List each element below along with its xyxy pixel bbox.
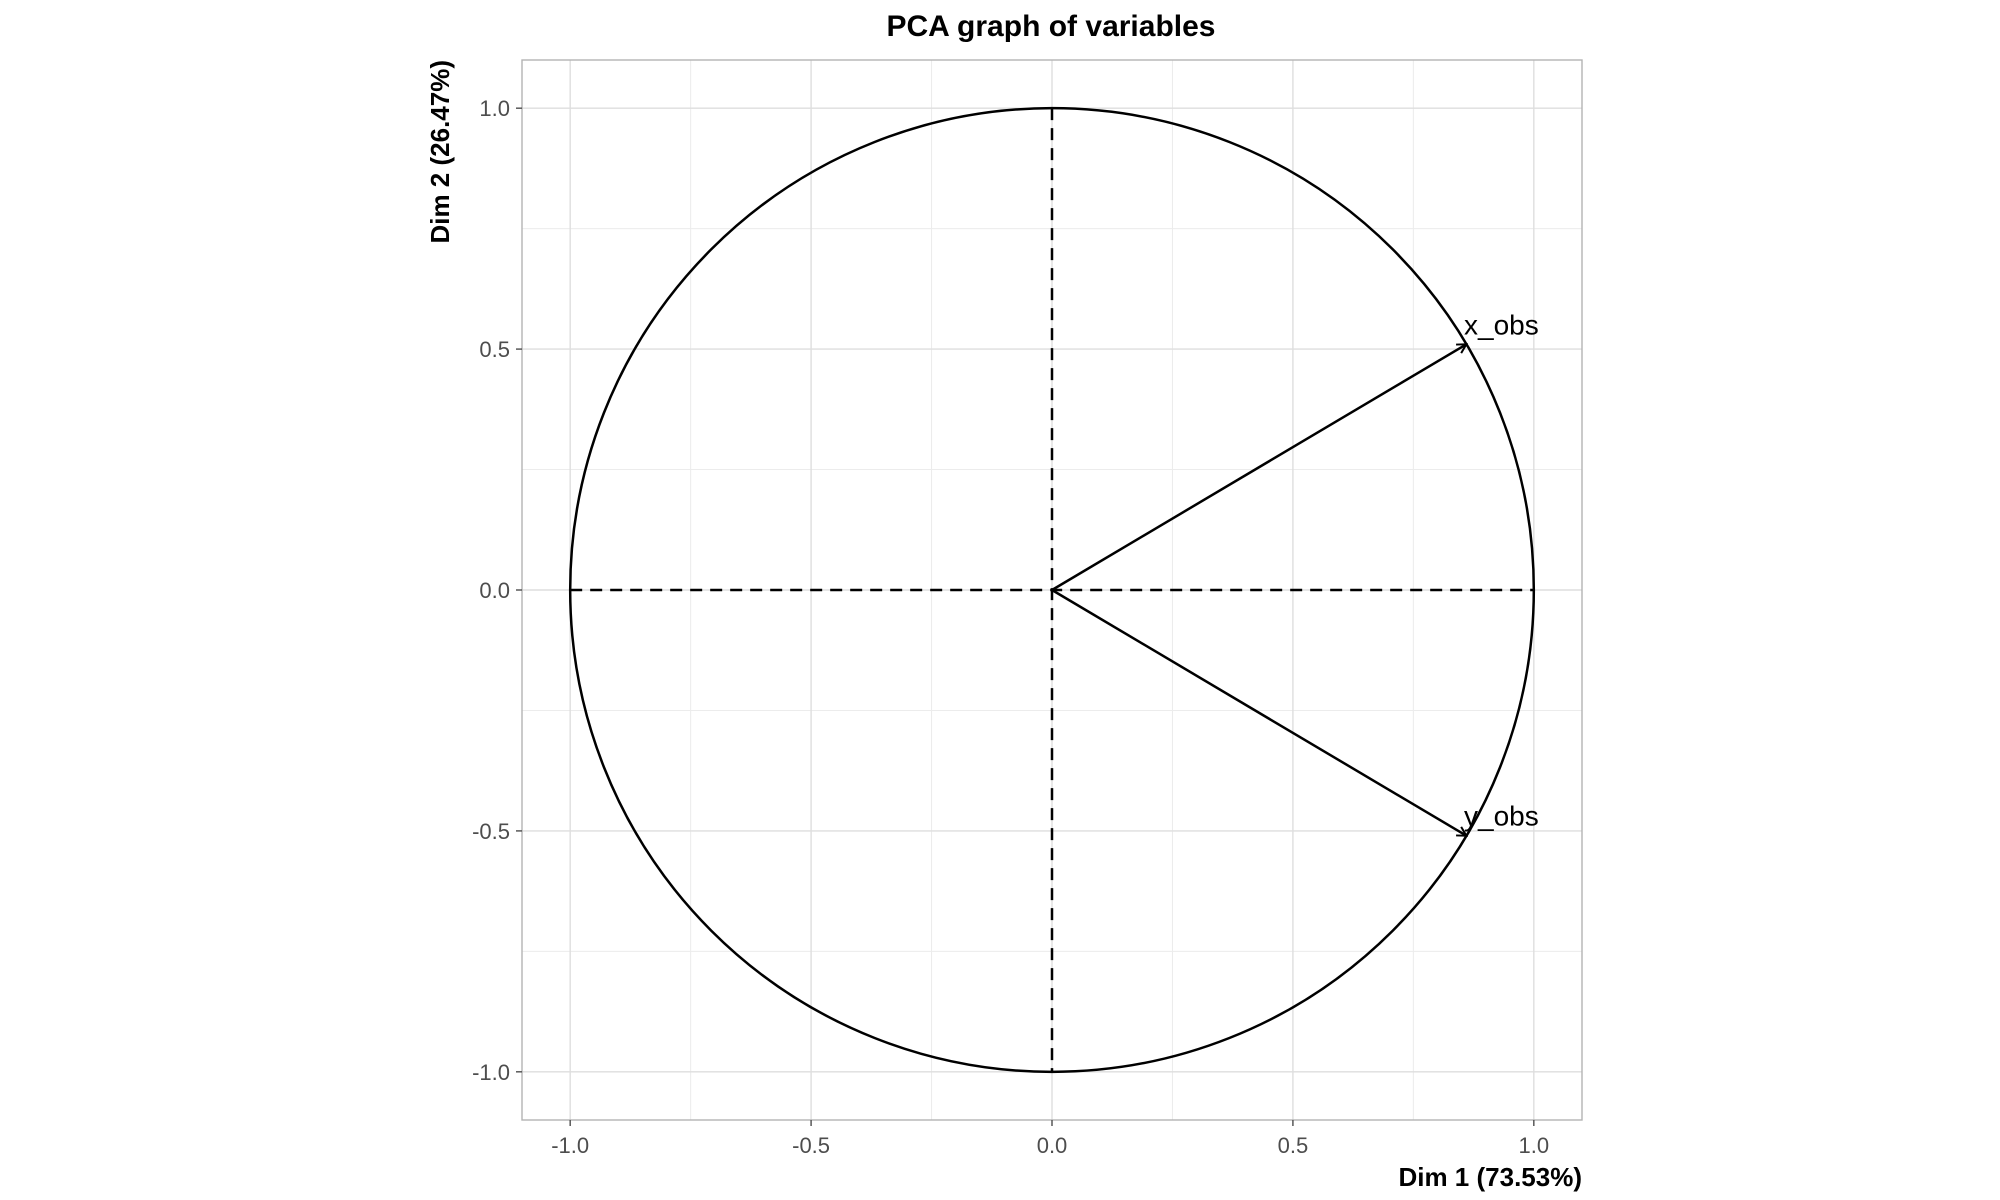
y-tick-label: -1.0 — [472, 1060, 510, 1085]
vector-label-x_obs: x_obs — [1464, 309, 1539, 340]
y-tick-label: 0.5 — [479, 337, 510, 362]
axis-ticks: -1.0 -0.5 0.0 0.5 1.0 -1.0 -0.5 0.0 0.5 1.0 — [472, 96, 1549, 1158]
y-tick-label: -0.5 — [472, 819, 510, 844]
vector-arrow-x_obs — [1051, 343, 1466, 592]
x-tick-label: 0.5 — [1278, 1133, 1309, 1158]
y-tick-label: 0.0 — [479, 578, 510, 603]
y-tick-label: 1.0 — [479, 96, 510, 121]
variable-vectors: x_obs y_obs — [1051, 309, 1539, 837]
vector-label-y_obs: y_obs — [1464, 801, 1539, 832]
x-tick-label: -0.5 — [792, 1133, 830, 1158]
y-axis-title: Dim 2 (26.47%) — [425, 60, 455, 244]
x-tick-label: -1.0 — [551, 1133, 589, 1158]
vector-arrow-y_obs — [1051, 588, 1466, 837]
x-axis-title: Dim 1 (73.53%) — [1398, 1162, 1582, 1192]
x-tick-label: 0.0 — [1037, 1133, 1068, 1158]
chart-title: PCA graph of variables — [887, 10, 1216, 43]
x-tick-label: 1.0 — [1519, 1133, 1550, 1158]
correlation-circle — [568, 106, 1536, 1074]
